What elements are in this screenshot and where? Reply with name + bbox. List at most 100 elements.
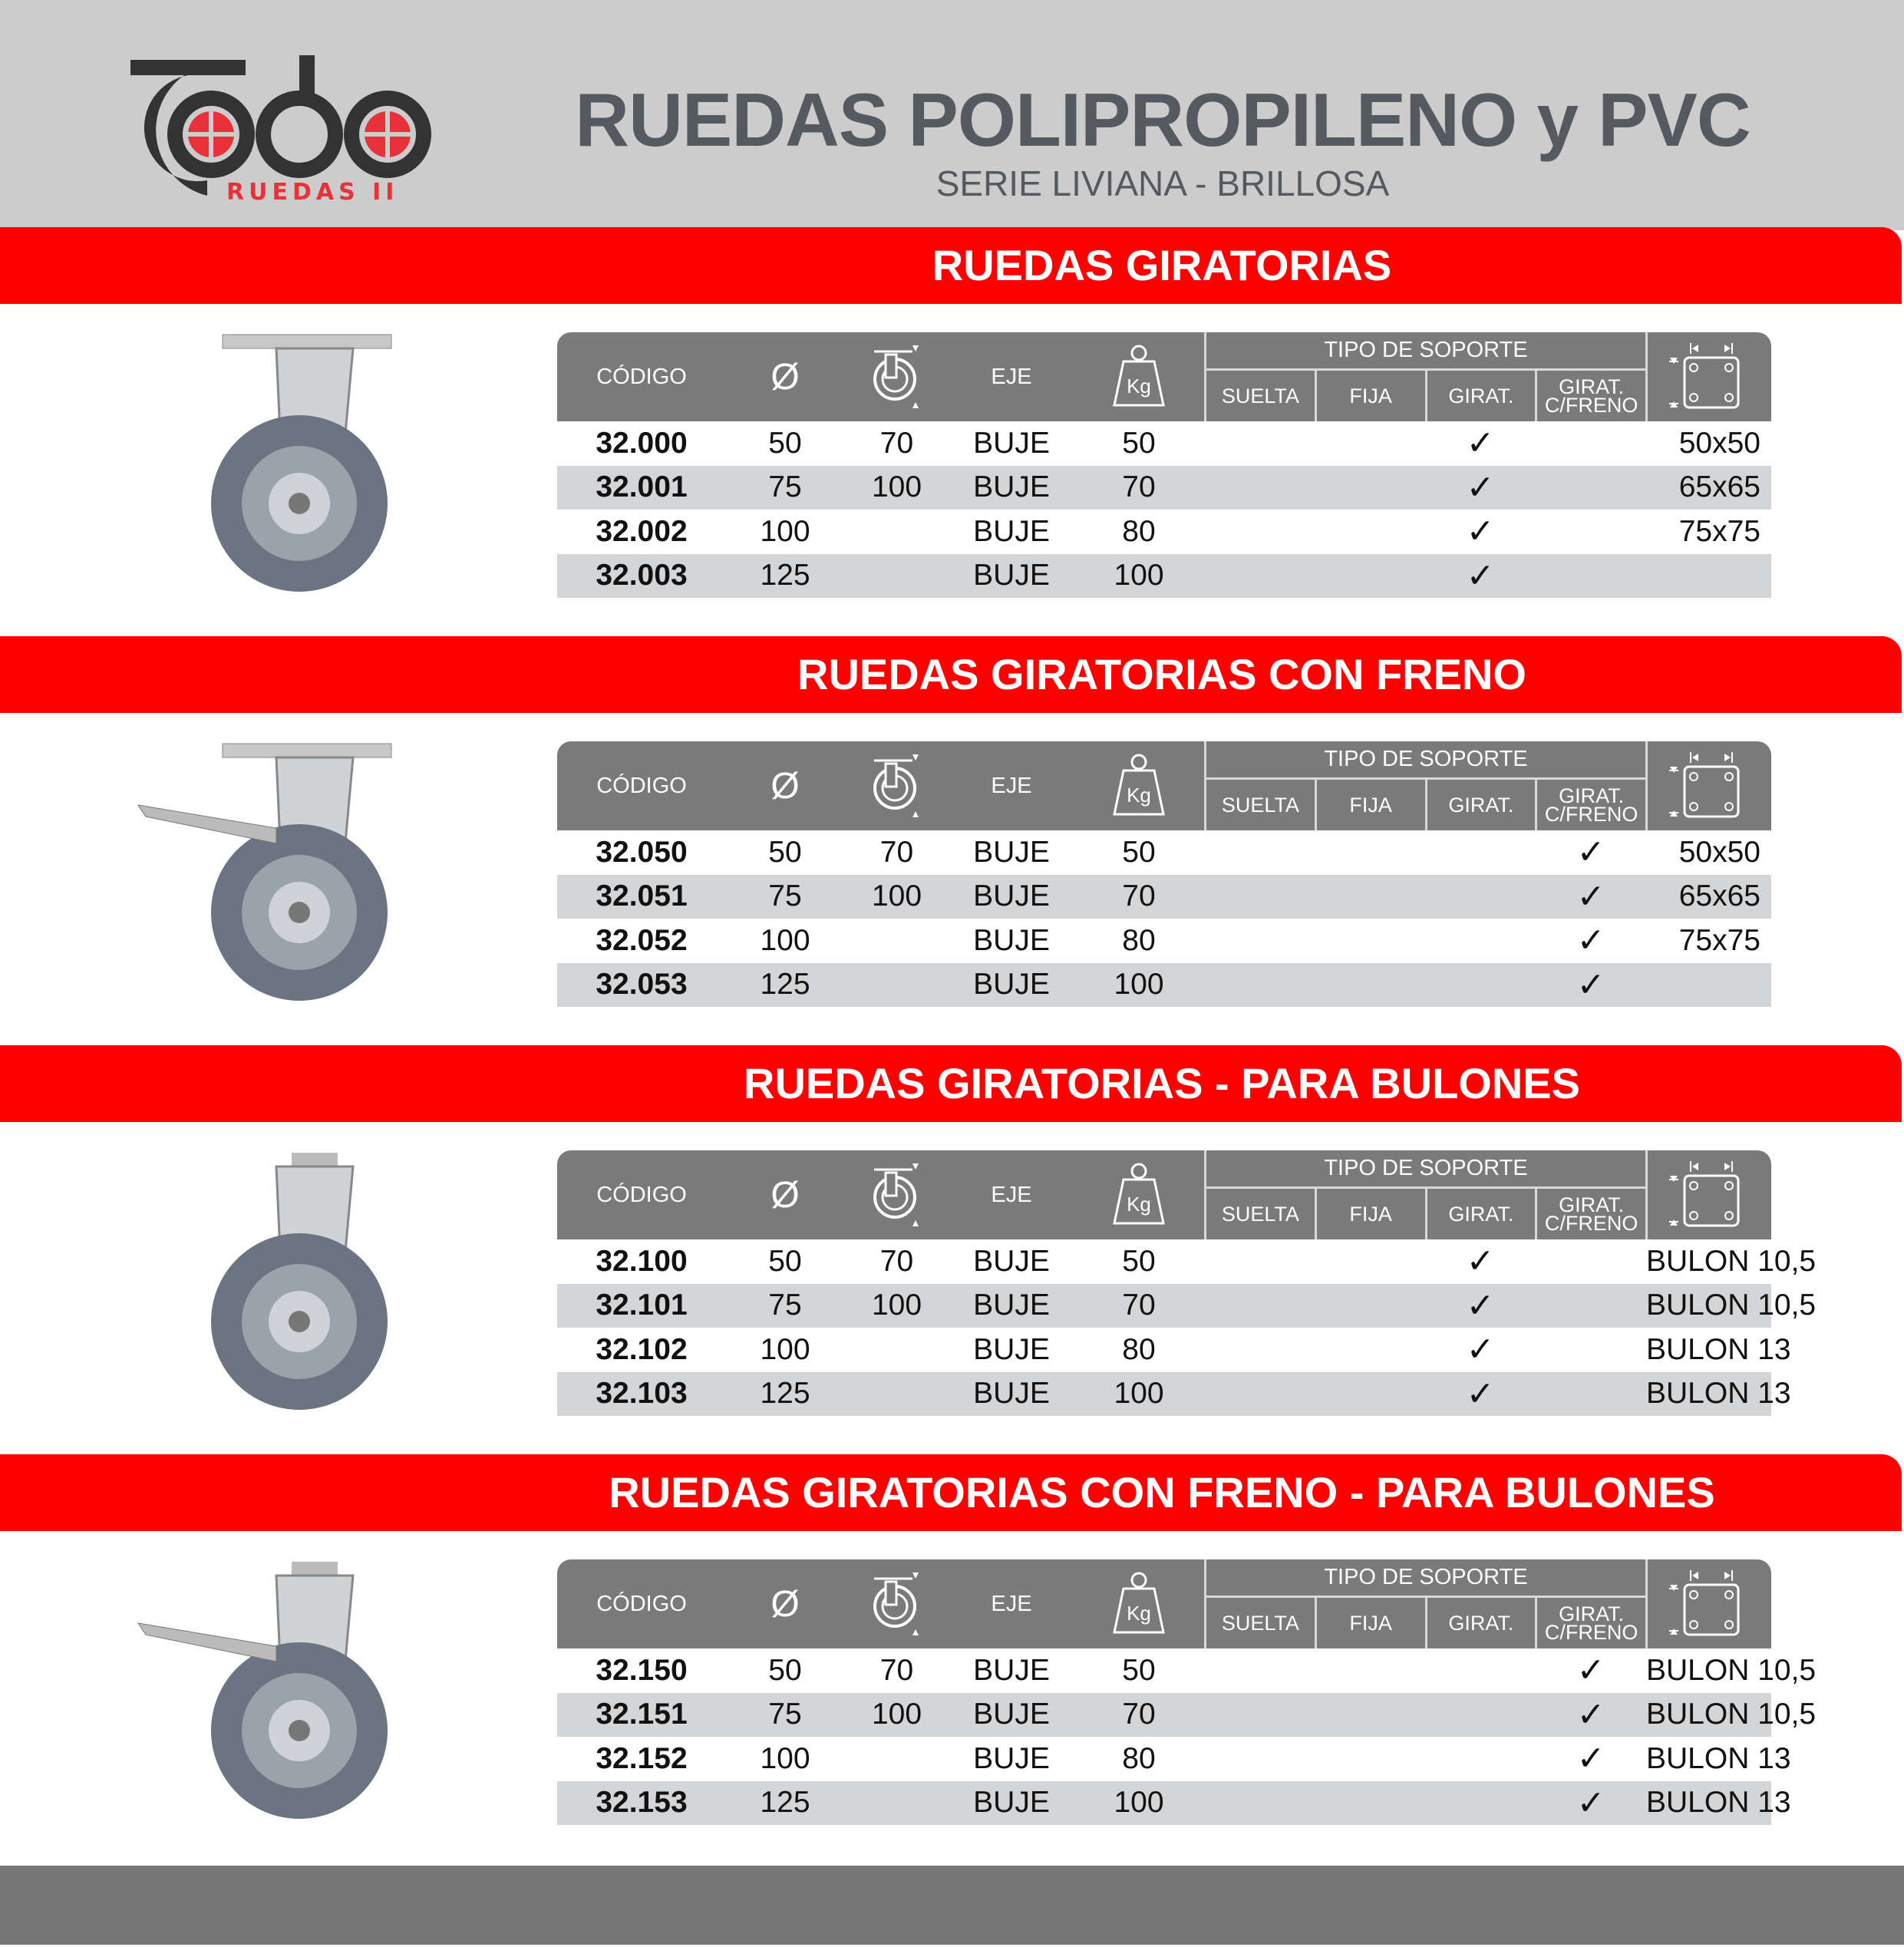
product-code: 32.001 <box>596 470 688 504</box>
todo-ruedas-logo: RUEDAS II <box>130 55 431 206</box>
col-fija: FIJA <box>1314 780 1425 830</box>
product-table: CÓDIGO Ø EJE Kg TIPO DE SOPORTE SUELTA F… <box>557 1150 1817 1416</box>
table-header: CÓDIGO Ø EJE Kg TIPO DE SOPORTE SUELTA F… <box>557 741 1771 830</box>
girat-cell: ✓ <box>1425 424 1536 463</box>
product-code: 32.153 <box>596 1786 688 1820</box>
support-type-label: TIPO DE SOPORTE <box>1206 1559 1645 1598</box>
wheel-width: 100 <box>871 1289 922 1322</box>
diameter: 125 <box>760 968 810 1002</box>
product-code: 32.003 <box>596 559 688 592</box>
plate-size: BULON 13 <box>1646 1786 1791 1820</box>
header-band <box>0 0 1904 230</box>
load: 100 <box>1114 968 1164 1002</box>
axle: BUJE <box>973 835 1050 869</box>
wheel-width-icon <box>844 741 949 830</box>
axle: BUJE <box>973 1786 1050 1820</box>
product-code: 32.102 <box>596 1332 688 1366</box>
plate-size: BULON 10,5 <box>1646 1653 1817 1687</box>
wheel-width-icon <box>844 332 949 421</box>
product-code: 32.002 <box>596 514 688 548</box>
plate-size: BULON 10,5 <box>1646 1244 1817 1278</box>
axle: BUJE <box>973 1653 1050 1687</box>
diameter-icon: Ø <box>771 356 800 398</box>
table-row: 32.103 125 BUJE 100 ✓ BULON 13 <box>557 1371 1791 1416</box>
table-row: 32.002 100 BUJE 80 ✓ 75x75 <box>557 510 1771 554</box>
diameter: 75 <box>768 1698 802 1731</box>
table-header: CÓDIGO Ø EJE Kg TIPO DE SOPORTE SUELTA F… <box>557 1150 1771 1239</box>
product-code: 32.053 <box>596 968 688 1002</box>
col-fija: FIJA <box>1314 371 1425 421</box>
axle: BUJE <box>973 879 1050 913</box>
caster-photo <box>107 1554 522 1846</box>
section-title-band: RUEDAS GIRATORIAS - PARA BULONES <box>0 1045 1902 1122</box>
weight-kg-icon: Kg <box>1074 741 1204 830</box>
weight-kg-icon: Kg <box>1074 332 1204 421</box>
check-icon: ✓ <box>1466 424 1495 463</box>
diameter: 125 <box>760 559 810 592</box>
plate-size: 50x50 <box>1678 426 1760 460</box>
girat-freno-cell: ✓ <box>1536 1695 1646 1734</box>
check-icon: ✓ <box>1466 513 1495 551</box>
col-girat-freno: GIRAT. C/FRENO <box>1535 780 1645 830</box>
col-axle: EJE <box>991 1591 1032 1616</box>
axle: BUJE <box>973 514 1050 548</box>
caster-photo <box>107 327 522 619</box>
load: 80 <box>1122 1741 1156 1775</box>
diameter: 75 <box>768 1289 802 1322</box>
product-code: 32.000 <box>596 426 688 460</box>
kg-label: Kg <box>1127 1602 1151 1625</box>
product-table: CÓDIGO Ø EJE Kg TIPO DE SOPORTE SUELTA F… <box>557 741 1771 1007</box>
girat-freno-cell: ✓ <box>1536 1651 1646 1690</box>
section-title: RUEDAS GIRATORIAS CON FRENO <box>797 650 1526 698</box>
table-header: CÓDIGO Ø EJE Kg TIPO DE SOPORTE SUELTA F… <box>557 1559 1771 1648</box>
table-row: 32.052 100 BUJE 80 ✓ 75x75 <box>557 919 1771 963</box>
table-row: 32.003 125 BUJE 100 ✓ <box>557 553 1771 598</box>
diameter: 100 <box>760 1741 810 1775</box>
wheel-width-icon <box>844 1559 949 1648</box>
girat-cell: ✓ <box>1425 1242 1536 1281</box>
col-suelta: SUELTA <box>1221 1203 1299 1226</box>
axle: BUJE <box>973 1332 1050 1366</box>
table-row: 32.001 75 100 BUJE 70 ✓ 65x65 <box>557 465 1771 510</box>
girat-cell: ✓ <box>1425 512 1536 551</box>
wheel-width: 70 <box>879 1653 914 1687</box>
axle: BUJE <box>973 1289 1050 1322</box>
axle: BUJE <box>973 1377 1050 1411</box>
diameter-icon: Ø <box>771 1583 800 1625</box>
support-type-group: TIPO DE SOPORTE SUELTA FIJA GIRAT. GIRAT… <box>1204 1559 1648 1648</box>
col-girat-freno: GIRAT. C/FRENO <box>1535 1189 1645 1239</box>
wheel-width-icon <box>844 1150 949 1239</box>
girat-cell: ✓ <box>1425 1286 1536 1325</box>
plate-size: BULON 10,5 <box>1646 1698 1817 1731</box>
check-icon: ✓ <box>1576 1740 1605 1778</box>
footer-band <box>0 1866 1904 1945</box>
diameter: 100 <box>760 514 810 548</box>
diameter: 125 <box>760 1786 810 1820</box>
plate-size: 75x75 <box>1678 923 1760 957</box>
check-icon: ✓ <box>1466 1331 1495 1369</box>
diameter: 75 <box>768 470 802 504</box>
product-code: 32.051 <box>596 879 688 913</box>
caster-photo <box>107 736 522 1028</box>
diameter: 50 <box>768 1653 802 1687</box>
col-code: CÓDIGO <box>596 773 687 798</box>
col-code: CÓDIGO <box>596 364 687 389</box>
table-row: 32.150 50 70 BUJE 50 ✓ BULON 10,5 <box>557 1648 1817 1693</box>
table-row: 32.153 125 BUJE 100 ✓ BULON 13 <box>557 1780 1791 1825</box>
girat-freno-cell: ✓ <box>1536 1739 1646 1778</box>
product-code: 32.101 <box>596 1289 688 1322</box>
support-type-label: TIPO DE SOPORTE <box>1206 1150 1645 1189</box>
weight-kg-icon: Kg <box>1074 1559 1204 1648</box>
kg-label: Kg <box>1127 375 1151 398</box>
check-icon: ✓ <box>1466 1242 1495 1281</box>
col-girat-freno: GIRAT. C/FRENO <box>1535 371 1645 421</box>
col-code: CÓDIGO <box>596 1182 687 1207</box>
table-row: 32.051 75 100 BUJE 70 ✓ 65x65 <box>557 874 1771 919</box>
girat-freno-cell: ✓ <box>1536 965 1646 1005</box>
product-code: 32.052 <box>596 923 688 957</box>
diameter-icon: Ø <box>771 1174 800 1216</box>
load: 70 <box>1122 1698 1156 1731</box>
diameter: 50 <box>768 426 802 460</box>
support-type-group: TIPO DE SOPORTE SUELTA FIJA GIRAT. GIRAT… <box>1204 741 1648 830</box>
plate-size: BULON 13 <box>1646 1377 1791 1411</box>
